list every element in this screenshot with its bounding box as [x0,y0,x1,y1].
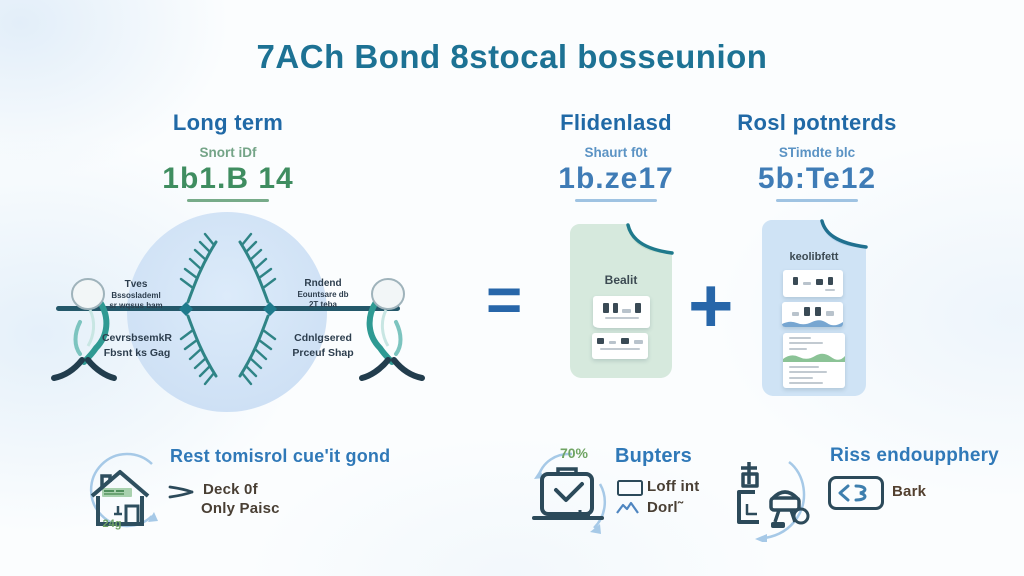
inner-card [783,270,843,297]
column-sublabel: Shaurt f0t [584,145,648,160]
briefcase-refresh-icon [532,452,607,534]
pictogram-row [783,277,843,285]
footer-cycle-item-2: Dorl˜ [647,499,683,516]
hunched-person-right-icon [359,278,425,381]
document-title: keolibfett [789,251,839,263]
equals-sign: = [486,266,523,335]
cycle-badge: 70% [559,445,589,461]
footer-tools-item-1: Bark [892,483,927,500]
double-chevron-right-icon [168,485,194,499]
inner-card [592,333,648,359]
page-title: 7ACh Bond 8stocal bosseunion [256,38,768,75]
footer-cycle-item-1: Loff int [647,478,700,495]
balance-background-circle [127,212,327,412]
footer-cycle-heading: Bupters [615,445,692,467]
empty-rectangle-icon [617,480,643,496]
column-sublabel: STimdte blc [778,145,856,160]
document-title: Bealit [604,273,638,287]
column-label: Flidenlasd [560,110,672,135]
column-value: 1b1.B 14 [162,162,294,195]
balance-note-left-bottom: CevrsbsemkR Fbsnt ks Gag [101,332,173,360]
footer-home-heading: Rest tomisrol cue'it gond [170,446,391,466]
pictogram-row [592,338,648,344]
machinery-icon [737,461,810,542]
column-sublabel: Snort iDf [199,145,257,160]
stat-column-long-term: Long term Snort iDf 1b1.B 14 [128,110,328,202]
house-icon [89,452,158,528]
value-underline [187,199,269,202]
inner-card [782,302,843,327]
footer-home-item-2: Only Paisc [201,500,280,517]
pictogram-row [782,307,843,316]
beam-node-left [179,302,193,316]
green-document-card: Bealit [566,222,676,380]
house-badge: 24g [102,518,122,530]
footer-tools-heading: Riss endoupphery [830,445,999,466]
inner-card [593,296,650,328]
balance-note-left-top: Tves Bssoslademl sr wqsus bam [109,279,163,311]
back-arrow-badge-icon [828,476,884,510]
mountain-wave-icon [616,501,639,514]
column-value: 1b.ze17 [558,162,674,195]
laurel-fronds-icon [179,232,277,386]
hunched-person-left-icon [51,278,117,381]
footer-home-item-1: Deck 0f [203,481,258,498]
back-arrow-glyph [838,484,867,502]
value-underline [776,199,858,202]
column-value: 5b:Te12 [757,162,877,195]
value-underline [575,199,657,202]
balance-note-right-top: Rndend Eountsare db 2T teba [297,278,349,310]
plus-sign: + [688,261,734,349]
column-label: Rosl potnterds [737,110,897,135]
blue-wave [782,320,843,327]
balance-beam [56,306,400,311]
pictogram-row [593,303,650,313]
stat-column-flidenlasd: Flidenlasd Shaurt f0t 1b.ze17 [516,110,716,202]
balance-note-right-bottom: Cdnlgsered Prceuf Shap [292,332,354,360]
inner-card-receipt [783,333,845,388]
beam-node-right [263,302,277,316]
green-wave [783,353,845,362]
column-label: Long term [172,110,284,135]
stat-column-rosl-potnterds: Rosl potnterds STimdte blc 5b:Te12 [707,110,927,202]
blue-document-card: keolibfett [758,218,870,398]
